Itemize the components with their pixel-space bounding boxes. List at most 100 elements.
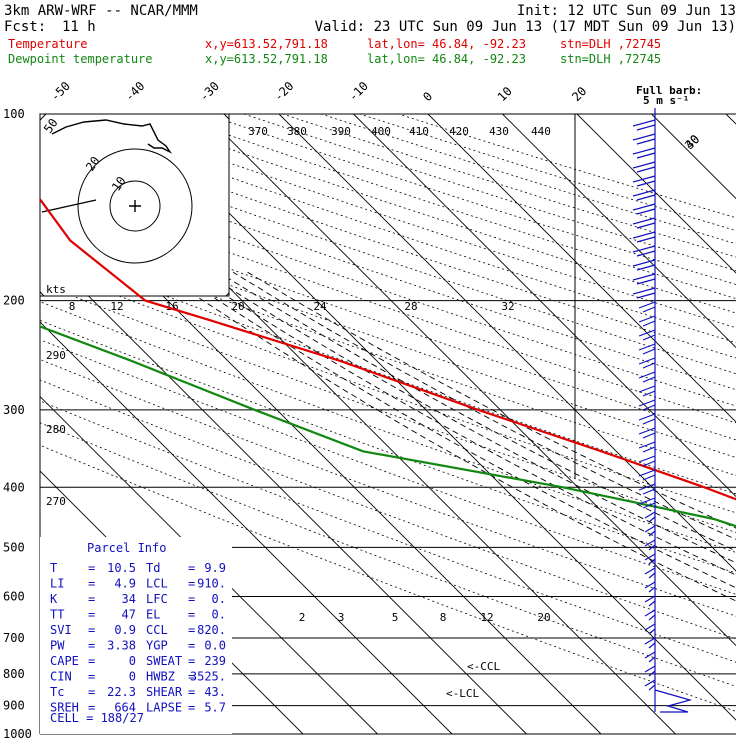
- wind-barb: [644, 567, 656, 579]
- parcel-param-label: CCL: [146, 623, 168, 637]
- wind-barb: [644, 609, 656, 621]
- parcel-equals: =: [88, 592, 95, 606]
- hodograph-ring-10: [109, 180, 161, 232]
- mixing-ratio-label: 32: [501, 300, 514, 313]
- mixing-ratio-label: 20: [231, 300, 244, 313]
- parcel-equals: =: [88, 701, 95, 715]
- pressure-label-1000: 1000: [3, 727, 32, 740]
- mixing-ratio-label: 12: [480, 611, 493, 624]
- parcel-equals: =: [88, 577, 95, 591]
- wind-barb: [644, 665, 656, 677]
- wind-barb: [638, 497, 656, 509]
- isotherm-line: [204, 114, 736, 647]
- wind-barb: [638, 329, 656, 341]
- forecast-hours: 11 h: [62, 19, 96, 35]
- moist-adiabat: [203, 271, 736, 564]
- parcel-param-label: SHEAR: [146, 685, 183, 699]
- wind-barb: [632, 133, 656, 145]
- theta-label: 280: [46, 423, 66, 436]
- valid-time: Valid: 23 UTC Sun 09 Jun 13 (17 MDT Sun …: [315, 19, 736, 35]
- parcel-param-value: 0: [129, 670, 136, 684]
- parcel-equals: =: [188, 701, 195, 715]
- moist-adiabat: [174, 271, 736, 589]
- mixing-ratio-label: 8: [440, 611, 447, 624]
- isotherm-line: [353, 114, 736, 498]
- parcel-param-value: 0.: [212, 592, 226, 606]
- parcel-equals: =: [188, 623, 195, 637]
- isotherm-line: [576, 114, 736, 274]
- mixing-ratio-label: 2: [299, 611, 306, 624]
- wind-barb: [632, 231, 656, 243]
- isotherm-label: -20: [271, 79, 296, 104]
- parcel-param-label: LI: [50, 577, 64, 591]
- theta-e-label: 420: [449, 125, 469, 138]
- dry-adiabat: [398, 114, 736, 219]
- parcel-param-label: SVI: [50, 623, 72, 637]
- theta-e-label: 410: [409, 125, 429, 138]
- dry-adiabat: [359, 114, 736, 232]
- isotherm-label: -40: [122, 79, 147, 104]
- mixing-ratio-label: 28: [404, 300, 417, 313]
- parcel-param-value: 0: [129, 654, 136, 668]
- theta-e-label: 390: [331, 125, 351, 138]
- wind-legend-title: Full barb:: [636, 84, 702, 97]
- parcel-param-label: LFC: [146, 592, 168, 606]
- wind-barb: [638, 357, 656, 369]
- dry-adiabat: [282, 114, 736, 258]
- hodograph-origin-marker: [129, 200, 141, 212]
- isotherm-line: [651, 114, 736, 200]
- parcel-equals: =: [88, 623, 95, 637]
- parcel-equals: =: [88, 561, 95, 575]
- mixing-ratio-label: 8: [69, 300, 76, 313]
- moist-adiabat: [160, 271, 736, 602]
- wind-barb: [638, 483, 656, 495]
- isotherm-label: 20: [569, 84, 589, 104]
- wind-barb: [638, 385, 656, 397]
- legend-temperature: Temperature: [8, 37, 87, 51]
- wind-barb: [638, 427, 656, 439]
- wind-barb: [632, 287, 656, 299]
- isotherm-label: -50: [48, 79, 73, 104]
- parcel-param-value: 664: [114, 701, 136, 715]
- pressure-label-500: 500: [3, 540, 25, 554]
- isotherm-label: 10: [495, 84, 515, 104]
- theta-label: 270: [46, 495, 66, 508]
- parcel-param-label: T: [50, 561, 57, 575]
- temp-latlon: lat,lon= 46.84, -92.23: [367, 37, 526, 51]
- pressure-axis-labels: 100 200 300 400 500 600 700 800 900 1000: [3, 107, 32, 740]
- parcel-param-value: 0.9: [114, 623, 136, 637]
- mixing-ratio-label: 5: [392, 611, 399, 624]
- wind-barb: [632, 217, 656, 229]
- wind-barb: [644, 623, 656, 635]
- isotherm-line: [725, 114, 736, 125]
- parcel-cell: CELL = 188/27: [50, 711, 144, 725]
- parcel-param-value: 9.9: [204, 561, 226, 575]
- parcel-info-panel: Parcel Info T = 10.5 Td = 9.9LI = 4.9 LCL = 910.K =…: [40, 537, 232, 734]
- parcel-equals: =: [88, 654, 95, 668]
- parcel-equals: =: [88, 639, 95, 653]
- wind-legend-units: 5 m s⁻¹: [643, 94, 689, 107]
- isotherm-label: 0: [420, 89, 435, 104]
- parcel-param-label: SREH: [50, 701, 79, 715]
- pressure-label-200: 200: [3, 294, 25, 308]
- isotherm-line: [40, 321, 453, 734]
- parcel-param-label: YGP: [146, 639, 168, 653]
- forecast-label: Fcst:: [4, 19, 46, 35]
- dry-adiabat: [40, 339, 736, 595]
- hodograph: 10 20 50 kts: [39, 113, 230, 297]
- dew-station: stn=DLH ,72745: [560, 52, 661, 66]
- hodograph-units: kts: [46, 283, 66, 296]
- theta-e-label: 430: [489, 125, 509, 138]
- temp-station: stn=DLH ,72745: [560, 37, 661, 51]
- pressure-label-900: 900: [3, 699, 25, 713]
- theta-e-label: 400: [371, 125, 391, 138]
- wind-barb: [638, 455, 656, 467]
- mixing-ratio-label: 20: [537, 611, 550, 624]
- wind-barb: [638, 301, 656, 313]
- wind-barb: [632, 161, 656, 173]
- parcel-param-value: 239: [204, 654, 226, 668]
- ccl-marker: <-CCL: [467, 660, 500, 673]
- wind-barb: [644, 651, 656, 663]
- isotherm-line: [427, 114, 736, 423]
- parcel-param-label: CAPE: [50, 654, 79, 668]
